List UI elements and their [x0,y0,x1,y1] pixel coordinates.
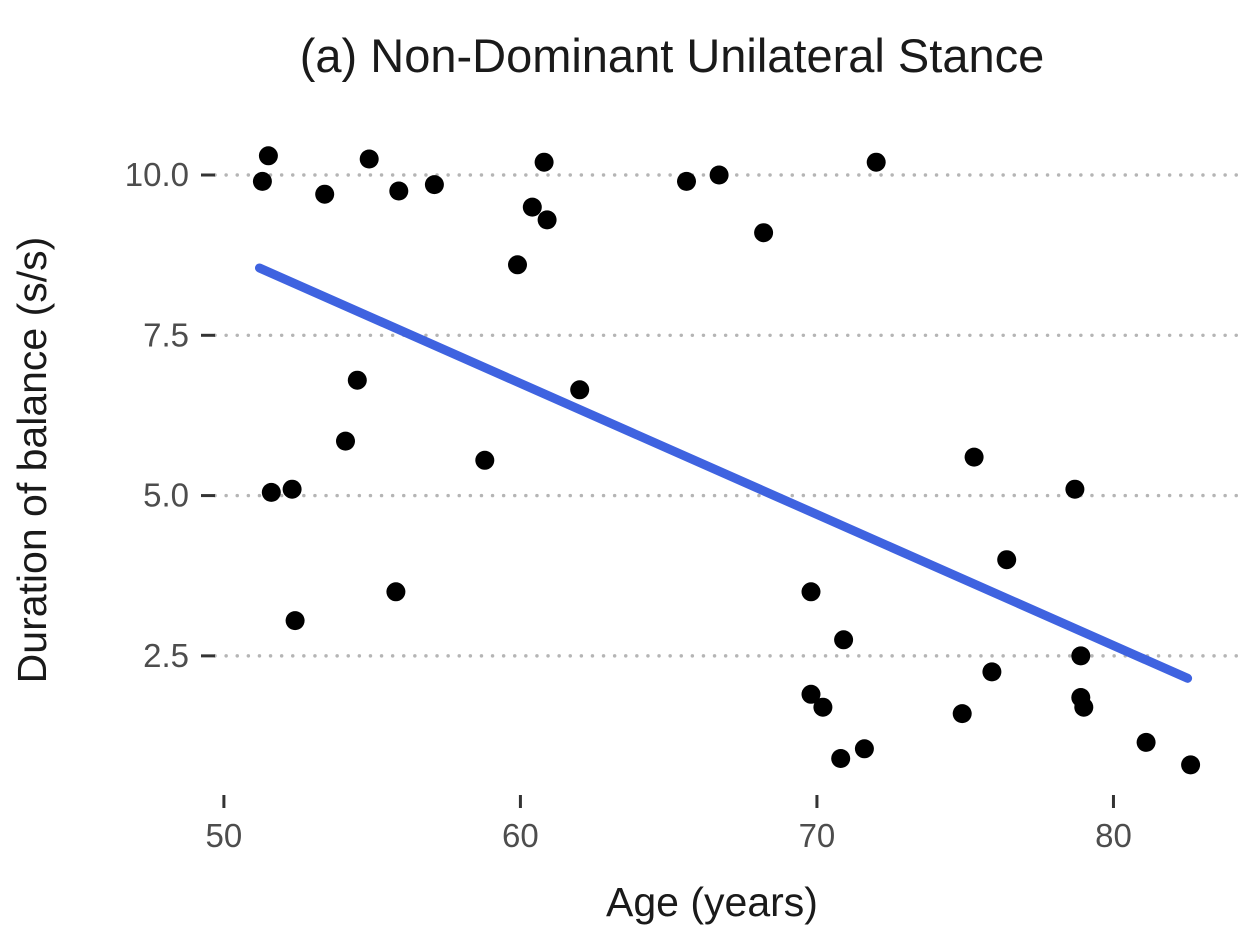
data-point [252,171,272,191]
y-tick-label: 2.5 [143,637,189,674]
data-point [831,749,851,768]
data-point [386,582,406,602]
data-point [1065,479,1085,499]
axis-ticks-group [201,173,1115,808]
x-axis-title: Age (years) [606,879,818,925]
x-tick-label: 50 [206,817,243,854]
data-point [475,450,495,470]
data-point [1136,732,1156,752]
y-tick-label: 7.5 [143,316,189,353]
data-point [1074,697,1094,717]
data-point [834,630,854,650]
data-point [282,479,302,499]
data-point [1181,755,1201,775]
x-tick-label: 80 [1095,817,1132,854]
data-point [677,171,696,191]
regression-line [255,263,1193,683]
data-point [854,739,874,759]
data-point [801,684,821,704]
chart-title: (a) Non-Dominant Unilateral Stance [300,29,1045,82]
regression-line-group [255,263,1193,683]
x-tick-label: 70 [799,817,836,854]
y-axis-title: Duration of balance (s/s) [9,237,55,684]
data-point [801,582,821,602]
data-point [389,181,409,201]
data-point [285,611,305,631]
data-point [424,175,444,195]
y-tick-label: 5.0 [143,477,189,514]
data-point [754,223,774,243]
data-point [261,482,281,502]
y-tick-label: 10.0 [125,156,189,193]
data-point [813,697,833,717]
data-point [534,152,554,172]
data-point [315,184,335,204]
data-point [359,149,379,169]
data-point [866,152,886,172]
data-point [964,447,984,467]
data-point [1071,646,1091,666]
data-points-group [252,146,1201,775]
data-point [952,704,972,724]
data-point [258,146,278,166]
data-point [982,662,1002,682]
data-point [336,431,355,451]
data-point [537,210,557,230]
x-tick-label: 60 [502,817,539,854]
gridlines-group [213,173,1240,658]
tick-labels-group: 2.5 5.0 7.5 10.0 50 60 70 80 [125,156,1132,854]
data-point [570,380,590,400]
data-point [522,197,542,217]
data-point [997,550,1017,570]
data-point [347,370,367,390]
data-point [508,255,527,275]
data-point [709,165,729,185]
